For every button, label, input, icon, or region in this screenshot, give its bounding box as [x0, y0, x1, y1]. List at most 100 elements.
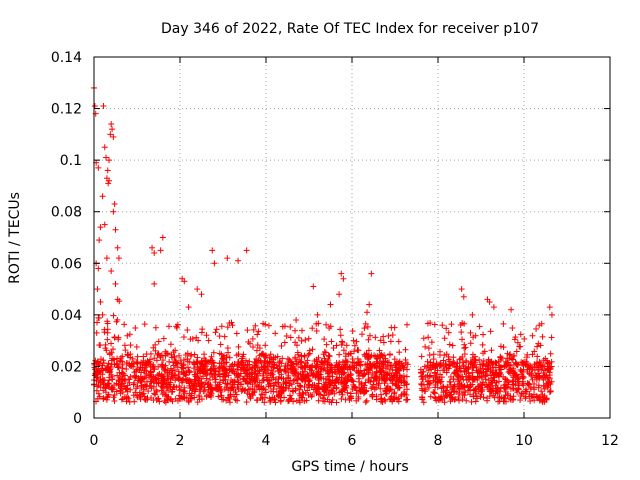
data-point — [447, 398, 454, 405]
x-tick-label: 12 — [601, 433, 619, 449]
data-point — [196, 392, 203, 399]
data-point — [521, 335, 528, 342]
data-point — [223, 353, 230, 360]
data-point — [472, 353, 479, 360]
data-point — [114, 316, 121, 323]
data-point — [200, 366, 207, 373]
data-point — [100, 396, 107, 403]
data-point — [95, 315, 102, 322]
data-point — [250, 344, 257, 351]
data-point — [506, 368, 513, 375]
data-point — [489, 379, 496, 386]
data-point — [479, 386, 486, 393]
data-point — [165, 387, 172, 394]
data-point — [431, 321, 438, 328]
data-point — [254, 382, 261, 389]
data-point — [460, 376, 467, 383]
data-point — [540, 363, 547, 370]
data-point — [287, 334, 294, 341]
data-point — [299, 327, 306, 334]
data-point — [233, 330, 240, 337]
data-point — [351, 364, 358, 371]
data-point — [153, 357, 160, 364]
data-point — [218, 351, 225, 358]
data-point — [132, 325, 139, 332]
data-point — [277, 398, 284, 405]
data-point — [245, 338, 252, 345]
data-point — [182, 351, 189, 358]
data-point — [119, 353, 126, 360]
data-point — [441, 335, 448, 342]
data-point — [190, 365, 197, 372]
data-point — [152, 391, 159, 398]
data-point — [517, 366, 524, 373]
data-point — [198, 291, 205, 298]
data-point — [318, 365, 325, 372]
data-point — [378, 398, 385, 405]
data-point — [99, 193, 106, 200]
data-point — [127, 373, 134, 380]
data-point — [314, 368, 321, 375]
data-point — [278, 360, 285, 367]
data-point — [445, 365, 452, 372]
data-point — [287, 377, 294, 384]
data-point — [455, 378, 462, 385]
data-point — [243, 366, 250, 373]
data-point — [395, 384, 402, 391]
data-point — [149, 244, 156, 251]
data-point — [419, 373, 426, 380]
data-point — [305, 392, 312, 399]
data-point — [329, 396, 336, 403]
data-point — [534, 343, 541, 350]
data-point — [185, 378, 192, 385]
data-point — [438, 378, 445, 385]
data-point — [420, 399, 427, 406]
data-point — [226, 320, 233, 327]
data-point — [108, 268, 115, 275]
data-point — [463, 357, 470, 364]
data-point — [451, 369, 458, 376]
data-point — [112, 226, 119, 233]
data-point — [291, 376, 298, 383]
data-point — [349, 328, 356, 335]
data-point — [144, 396, 151, 403]
data-point — [501, 363, 508, 370]
data-point — [472, 390, 479, 397]
data-point — [121, 321, 128, 328]
data-point — [327, 323, 334, 330]
data-point — [99, 367, 106, 374]
data-point — [465, 366, 472, 373]
data-point — [364, 323, 371, 330]
data-point — [473, 364, 480, 371]
data-point — [507, 395, 514, 402]
axis-ticks — [93, 56, 611, 419]
data-point — [185, 304, 192, 311]
data-point — [253, 397, 260, 404]
data-point — [181, 390, 188, 397]
data-point — [338, 395, 345, 402]
data-point — [133, 392, 140, 399]
data-point — [426, 380, 433, 387]
data-point — [456, 390, 463, 397]
data-point — [203, 371, 210, 378]
data-point — [481, 348, 488, 355]
data-point — [310, 283, 317, 290]
data-point — [525, 381, 532, 388]
data-point — [99, 371, 106, 378]
data-point — [215, 393, 222, 400]
data-point — [261, 363, 268, 370]
x-axis-label: GPS time / hours — [291, 459, 408, 475]
data-point — [364, 309, 371, 316]
data-point — [510, 374, 517, 381]
data-point — [450, 359, 457, 366]
data-point — [342, 385, 349, 392]
data-point — [476, 356, 483, 363]
data-point — [121, 342, 128, 349]
data-point — [386, 366, 393, 373]
data-point — [337, 332, 344, 339]
data-point — [418, 394, 425, 401]
data-point — [325, 353, 332, 360]
data-point — [93, 377, 100, 384]
data-point — [216, 371, 223, 378]
data-point — [134, 377, 141, 384]
